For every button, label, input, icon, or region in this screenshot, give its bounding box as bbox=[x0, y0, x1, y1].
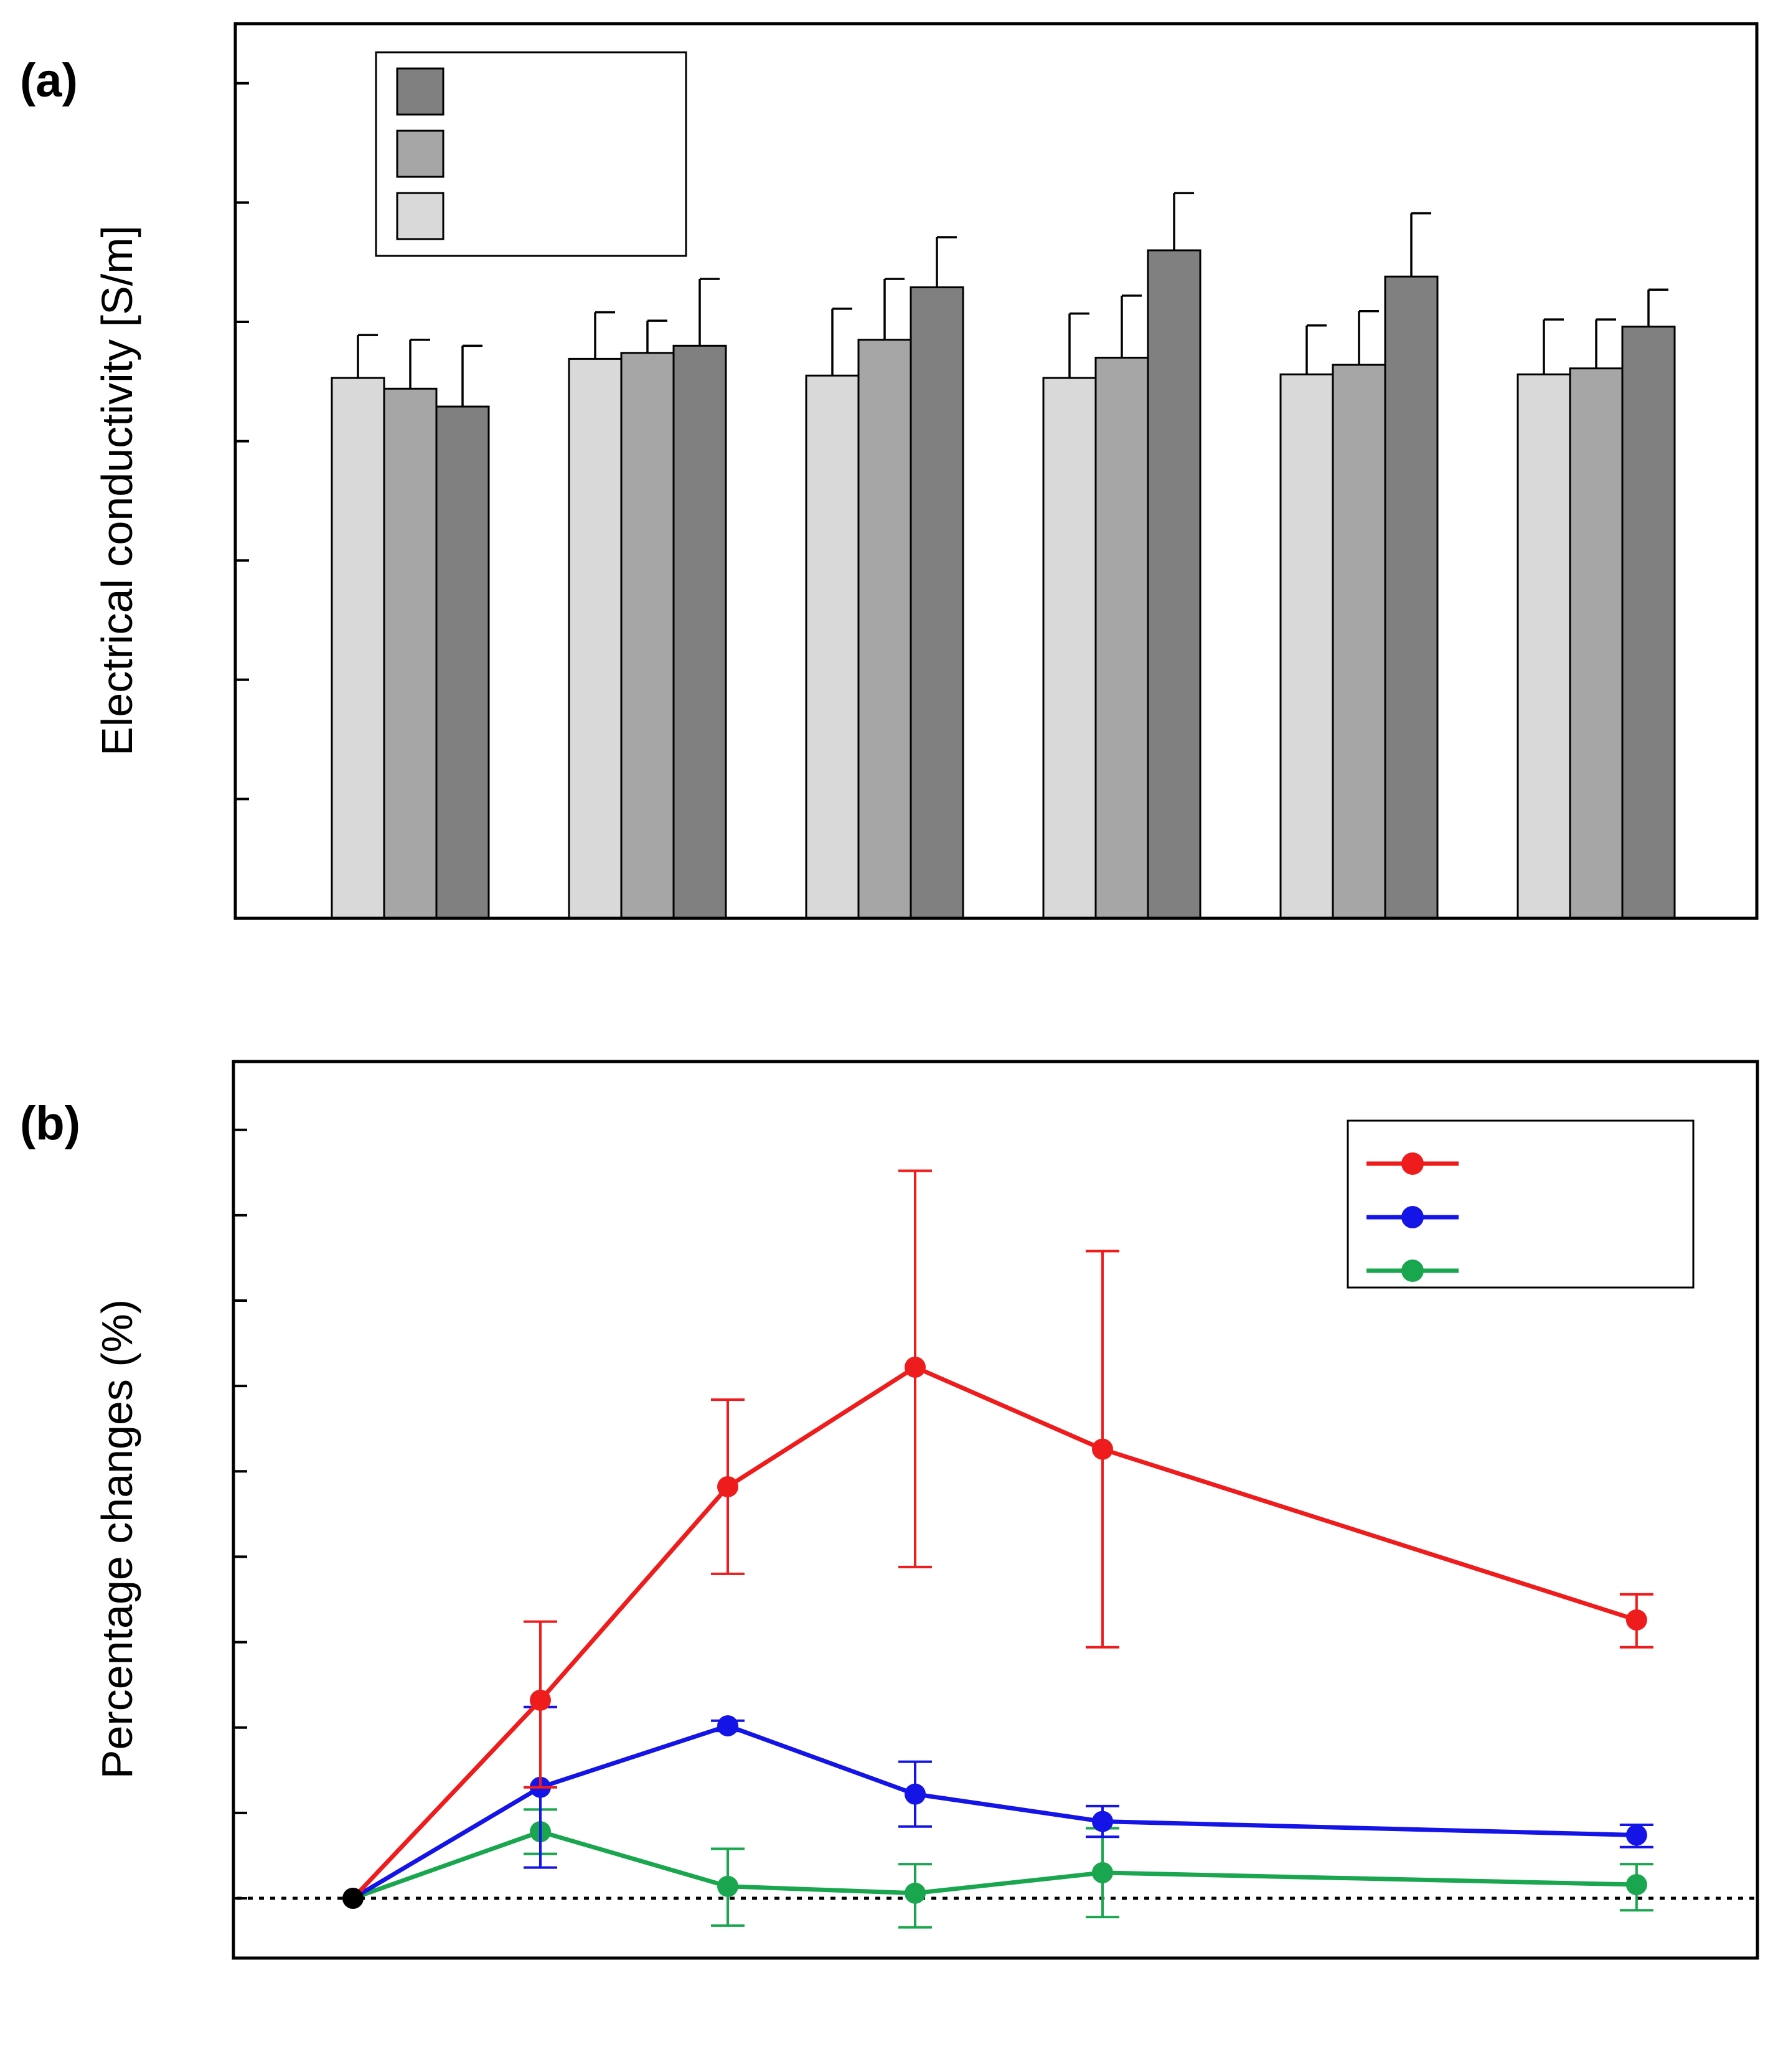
point-5-gy-dose-5 bbox=[1625, 1824, 1647, 1846]
panel-a-y-ticks bbox=[235, 82, 249, 920]
point-10-gy-dose-3 bbox=[905, 1356, 926, 1378]
panel-b-y-ticks bbox=[233, 1128, 247, 1900]
line-1-gy-dose bbox=[352, 1829, 1637, 1901]
bar-1-gy-dose-0 bbox=[331, 377, 385, 920]
legend-swatch-5-gy-dose bbox=[396, 130, 444, 178]
panel-b-y-axis-title: Percentage changes (%) bbox=[93, 1299, 141, 1779]
legend-marker-1-gy-dose bbox=[1401, 1260, 1424, 1282]
baseline-point bbox=[342, 1888, 364, 1909]
panel-b-label: (b) bbox=[20, 1097, 80, 1150]
panel-b-legend bbox=[1347, 1119, 1695, 1289]
line-10-gy-dose bbox=[351, 1365, 1637, 1900]
bar-10-gy-dose-4 bbox=[1384, 275, 1439, 920]
bar-5-gy-dose-1 bbox=[620, 352, 675, 920]
bar-5-gy-dose-5 bbox=[1569, 367, 1624, 920]
panel-a-label: (a) bbox=[20, 54, 78, 107]
bar-1-gy-dose-3 bbox=[1042, 377, 1097, 920]
panel-a-plot-frame bbox=[233, 22, 1759, 920]
point-1-gy-dose-5 bbox=[1625, 1874, 1647, 1896]
point-1-gy-dose-3 bbox=[905, 1882, 926, 1904]
point-5-gy-dose-4 bbox=[1092, 1811, 1113, 1832]
panel-a-legend bbox=[375, 51, 687, 257]
bar-10-gy-dose-2 bbox=[910, 286, 964, 920]
legend-swatch-10-gy-dose bbox=[396, 67, 444, 116]
panel-a-bar-chart: (a) Electrical conductivity [S/m] bbox=[20, 22, 1759, 920]
bar-10-gy-dose-0 bbox=[435, 405, 490, 920]
bar-1-gy-dose-4 bbox=[1279, 373, 1334, 920]
panel-a-bars bbox=[331, 192, 1676, 920]
bar-5-gy-dose-2 bbox=[857, 339, 912, 920]
bar-1-gy-dose-5 bbox=[1517, 373, 1571, 920]
point-10-gy-dose-4 bbox=[1092, 1438, 1113, 1460]
bar-10-gy-dose-5 bbox=[1621, 326, 1676, 920]
point-1-gy-dose-4 bbox=[1092, 1862, 1113, 1883]
point-10-gy-dose-5 bbox=[1625, 1609, 1647, 1631]
bar-5-gy-dose-3 bbox=[1094, 356, 1149, 920]
legend-swatch-1-gy-dose bbox=[396, 192, 444, 240]
panel-b-legend-box bbox=[1347, 1119, 1695, 1289]
series-10-gy-dose bbox=[351, 1169, 1653, 1900]
point-5-gy-dose-3 bbox=[905, 1783, 926, 1805]
point-5-gy-dose-2 bbox=[717, 1715, 738, 1736]
point-10-gy-dose-1 bbox=[530, 1689, 551, 1711]
bar-10-gy-dose-3 bbox=[1147, 249, 1202, 920]
legend-marker-10-gy-dose bbox=[1401, 1152, 1424, 1175]
point-1-gy-dose-2 bbox=[717, 1875, 738, 1897]
bar-5-gy-dose-0 bbox=[383, 387, 438, 920]
panel-a-y-axis-title: Electrical conductivity [S/m] bbox=[93, 225, 141, 756]
panel-b-plot-frame bbox=[232, 1060, 1759, 1960]
bar-1-gy-dose-1 bbox=[568, 357, 623, 920]
bar-10-gy-dose-1 bbox=[672, 344, 727, 920]
bar-1-gy-dose-2 bbox=[805, 374, 860, 920]
line-5-gy-dose bbox=[352, 1723, 1637, 1901]
point-10-gy-dose-2 bbox=[717, 1476, 738, 1497]
bar-5-gy-dose-4 bbox=[1332, 364, 1386, 920]
panel-b-series bbox=[342, 1169, 1653, 1929]
legend-marker-5-gy-dose bbox=[1401, 1206, 1424, 1228]
series-5-gy-dose bbox=[352, 1705, 1653, 1901]
panel-b-line-chart: (b) Percentage changes (%) bbox=[20, 1060, 1759, 1960]
